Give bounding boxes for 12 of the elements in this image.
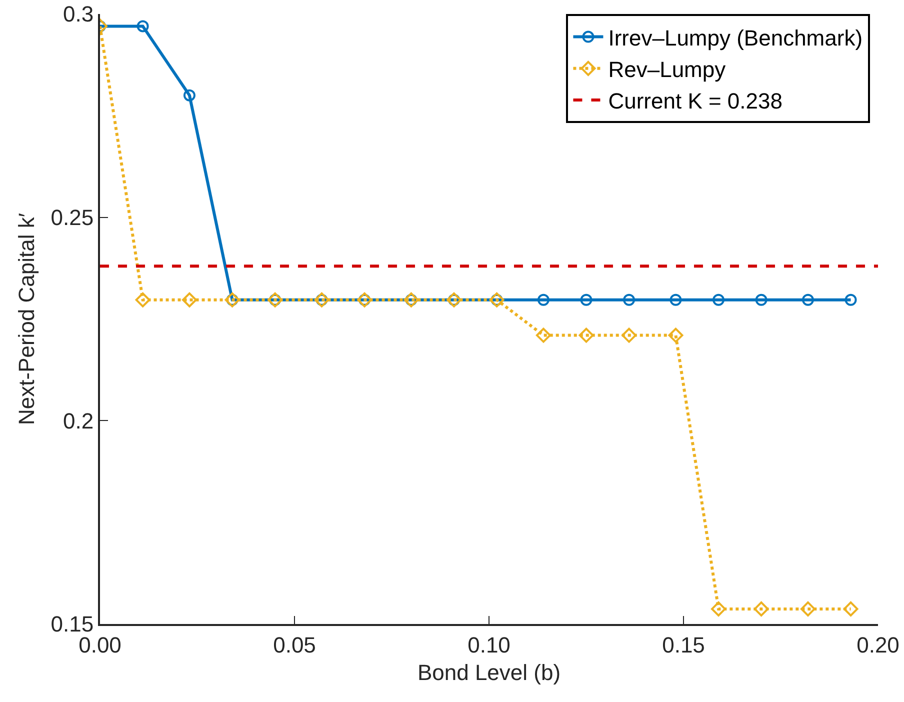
x-tick-label: 0.15	[662, 632, 705, 658]
y-axis-title: Next-Period Capital k′	[14, 213, 40, 425]
y-tick-label: 0.2	[63, 408, 94, 434]
x-tick-label: 0.20	[856, 632, 900, 658]
x-tick-label: 0.10	[468, 632, 510, 658]
y-tick-label: 0.3	[63, 2, 94, 27]
legend-label: Rev–Lumpy	[608, 56, 726, 82]
x-tick-label: 0.05	[273, 632, 316, 658]
y-tick-label: 0.25	[50, 205, 94, 230]
legend-label: Irrev–Lumpy (Benchmark)	[608, 25, 863, 50]
x-axis-title: Bond Level (b)	[417, 660, 561, 685]
legend-label: Current K = 0.238	[608, 88, 782, 114]
